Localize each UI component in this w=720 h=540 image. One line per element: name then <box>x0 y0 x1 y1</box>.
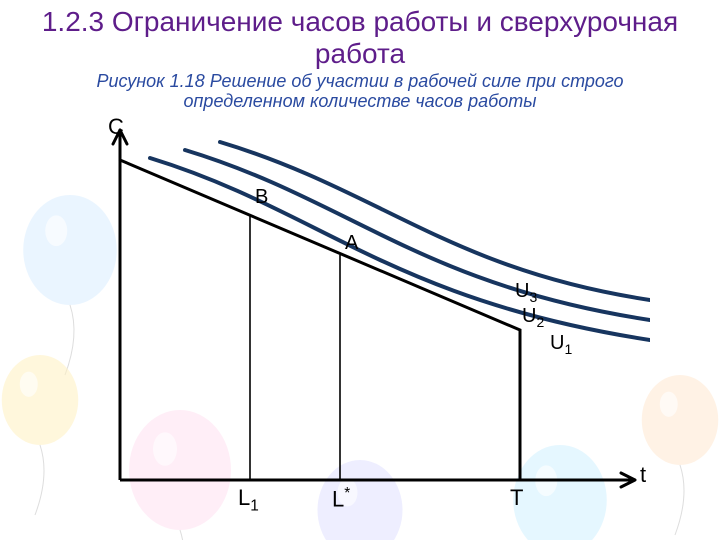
chart-label-C: С <box>108 114 124 140</box>
chart-label-Lstar: L* <box>332 485 350 512</box>
chart-svg <box>90 120 650 520</box>
chart-label-U2: U2 <box>522 305 544 330</box>
figure-caption: Рисунок 1.18 Решение об участии в рабоче… <box>40 72 680 112</box>
economics-diagram: СtTL*L1АВU1U2U3 <box>90 120 650 520</box>
chart-label-t: t <box>640 462 646 488</box>
chart-label-A: А <box>345 232 358 255</box>
chart-label-U3: U3 <box>515 280 537 305</box>
chart-label-T: T <box>510 485 523 511</box>
chart-label-L1: L1 <box>238 485 259 515</box>
chart-label-B: В <box>255 186 268 209</box>
section-title: 1.2.3 Ограничение часов работы и сверхур… <box>0 0 720 70</box>
slide-content: 1.2.3 Ограничение часов работы и сверхур… <box>0 0 720 540</box>
chart-label-U1: U1 <box>550 332 572 357</box>
